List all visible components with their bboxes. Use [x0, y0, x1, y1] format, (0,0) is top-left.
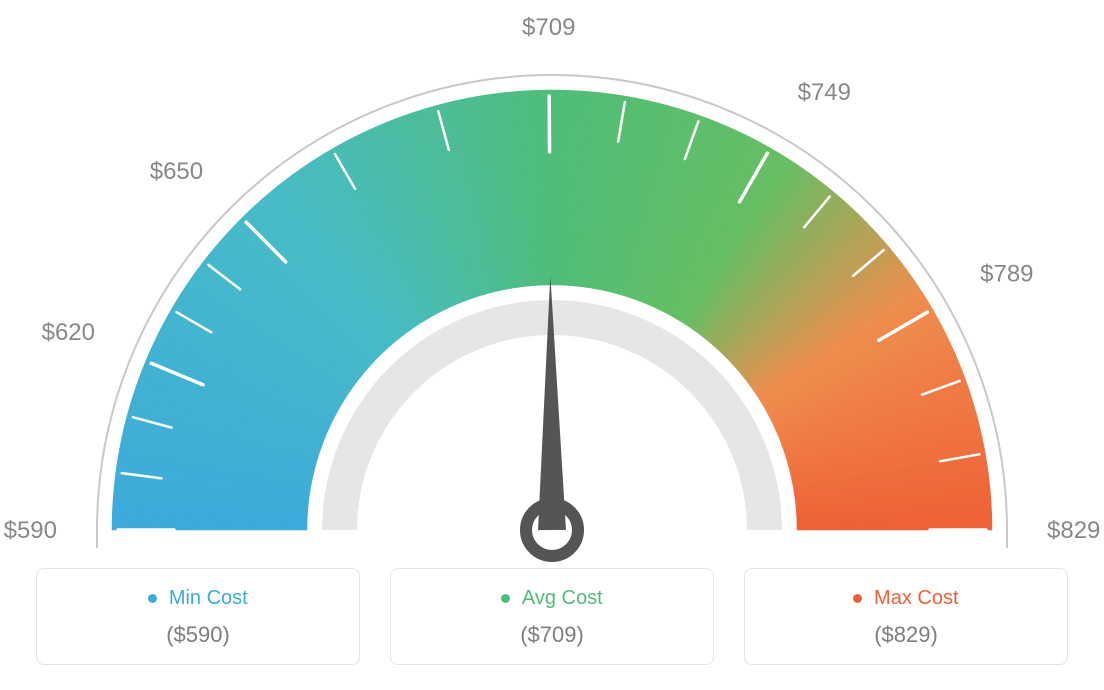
legend-card-max: Max Cost ($829) [744, 568, 1068, 665]
legend-card-avg: Avg Cost ($709) [390, 568, 714, 665]
legend-title-avg: Avg Cost [401, 587, 703, 610]
legend-dot-max [853, 594, 862, 603]
gauge-tick-label: $590 [4, 517, 57, 544]
legend-card-min: Min Cost ($590) [36, 568, 360, 665]
legend-value-max: ($829) [755, 622, 1057, 648]
gauge-tick-label: $789 [980, 261, 1033, 288]
gauge-tick-label: $650 [150, 158, 203, 185]
gauge-tick-label: $620 [42, 319, 95, 346]
gauge-tick-label: $829 [1047, 517, 1100, 544]
legend-title-max: Max Cost [755, 587, 1057, 610]
gauge-chart: $590 $620 $650 $709 $749 $789 $829 [0, 0, 1104, 560]
gauge-tick-label: $749 [798, 79, 851, 106]
gauge-tick-label: $709 [522, 14, 575, 41]
legend-row: Min Cost ($590) Avg Cost ($709) Max Cost… [36, 568, 1068, 665]
gauge-chart-container: $590 $620 $650 $709 $749 $789 $829 Min Cost ($… [0, 0, 1104, 690]
legend-title-text-max: Max Cost [874, 587, 958, 609]
legend-dot-min [148, 594, 157, 603]
legend-title-min: Min Cost [47, 587, 349, 610]
legend-title-text-min: Min Cost [169, 587, 248, 609]
legend-value-min: ($590) [47, 622, 349, 648]
legend-value-avg: ($709) [401, 622, 703, 648]
legend-title-text-avg: Avg Cost [522, 587, 603, 609]
legend-dot-avg [501, 594, 510, 603]
